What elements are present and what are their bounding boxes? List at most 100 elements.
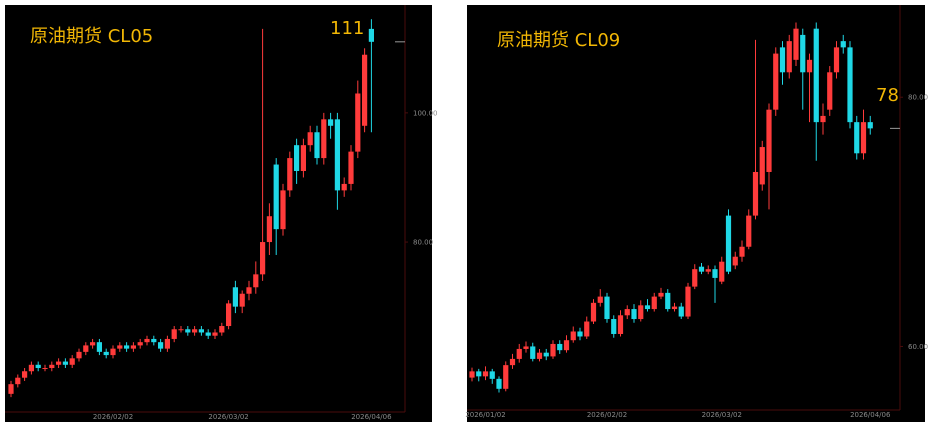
candle-body <box>205 332 211 336</box>
candle-body <box>766 109 772 172</box>
candle-body <box>712 269 718 278</box>
candle-body <box>273 164 279 230</box>
panel-right <box>467 5 925 422</box>
candle-body <box>103 351 109 356</box>
chart-title: 原油期货 CL05 <box>30 26 153 47</box>
candle-body <box>117 345 123 349</box>
candle-body <box>685 286 691 317</box>
candle-body <box>860 122 867 154</box>
candle-body <box>644 305 651 310</box>
candle-body <box>355 93 361 152</box>
x-tick-label: 2026/03/02 <box>702 411 742 419</box>
candle-body <box>476 371 482 377</box>
candle-body <box>739 246 745 257</box>
candle-body <box>611 319 617 334</box>
candle-body <box>124 345 130 349</box>
price-annotation: 111 <box>330 18 364 39</box>
candle-body <box>543 352 549 357</box>
candle-body <box>840 41 846 48</box>
candle-body <box>671 306 678 310</box>
candle-body <box>773 53 779 110</box>
candle-body <box>8 384 14 394</box>
candle-body <box>604 296 610 320</box>
x-tick-label: 2026/04/06 <box>850 411 891 419</box>
candle-body <box>90 342 96 346</box>
y-tick-label: 80.00 <box>413 239 433 247</box>
candle-body <box>665 292 671 310</box>
candle-body <box>130 345 136 349</box>
candle-body <box>314 132 320 159</box>
candle-body <box>692 269 698 287</box>
candle-body <box>151 338 157 343</box>
candle-body <box>698 266 705 272</box>
candle-body <box>96 342 102 352</box>
x-tick-label: 2026/03/02 <box>208 413 248 421</box>
candle-body <box>69 358 75 365</box>
candle-body <box>178 329 184 331</box>
candle-body <box>35 364 41 369</box>
candle-body <box>212 332 218 336</box>
candle-body <box>368 28 374 42</box>
candle-body <box>489 371 495 379</box>
candle-body <box>83 345 89 352</box>
candle-body <box>334 119 340 191</box>
candle-body <box>482 371 489 377</box>
candle-body <box>719 261 725 282</box>
candle-body <box>15 377 21 385</box>
candle-body <box>590 302 597 322</box>
candle-body <box>469 371 475 378</box>
candle-body <box>550 343 556 357</box>
candle-body <box>577 331 583 337</box>
x-tick-label: 2026/02/02 <box>93 413 133 421</box>
candle-body <box>867 122 873 129</box>
candle-body <box>198 329 204 333</box>
candle-body <box>328 119 334 126</box>
candle-body <box>732 256 738 266</box>
candle-body <box>300 145 306 172</box>
candle-body <box>536 352 543 359</box>
candle-body <box>631 309 637 320</box>
candle-body <box>509 358 516 366</box>
candle-body <box>341 183 347 191</box>
candle-body <box>110 348 116 356</box>
candle-body <box>638 305 644 320</box>
candle-body <box>563 340 570 351</box>
candle-body <box>280 190 286 230</box>
candle-body <box>503 365 509 389</box>
candle-body <box>348 151 354 184</box>
candle-body <box>658 292 664 297</box>
candle-body <box>557 343 563 351</box>
candle-body <box>597 296 603 303</box>
candle-body <box>793 28 799 60</box>
candle-body <box>820 115 826 123</box>
candle-body <box>786 41 792 73</box>
candle-body <box>496 378 502 389</box>
x-tick-label: 2026/01/02 <box>465 411 505 419</box>
candle-body <box>813 28 819 123</box>
candle-body <box>516 348 522 359</box>
candle-body <box>49 364 55 369</box>
candle-body <box>321 119 327 159</box>
candle-body <box>164 338 170 349</box>
candle-body <box>584 321 590 337</box>
candle-body <box>827 72 833 110</box>
price-annotation: 78 <box>876 85 899 106</box>
candle-body <box>678 306 684 317</box>
candle-body <box>28 364 34 372</box>
candle-body <box>806 59 813 73</box>
candle-body <box>570 331 576 341</box>
candle-body <box>253 274 259 288</box>
candle-body <box>307 132 313 146</box>
candle-body <box>171 329 177 339</box>
candle-body <box>246 287 252 294</box>
candle-body <box>847 47 853 123</box>
candle-body <box>158 342 164 349</box>
candle-body <box>62 361 68 365</box>
candle-body <box>833 47 840 73</box>
candle-body <box>362 54 368 126</box>
candle-body <box>725 215 732 272</box>
candle-body <box>239 293 245 307</box>
candle-body <box>219 326 225 333</box>
y-tick-label: 60.00 <box>908 343 928 351</box>
